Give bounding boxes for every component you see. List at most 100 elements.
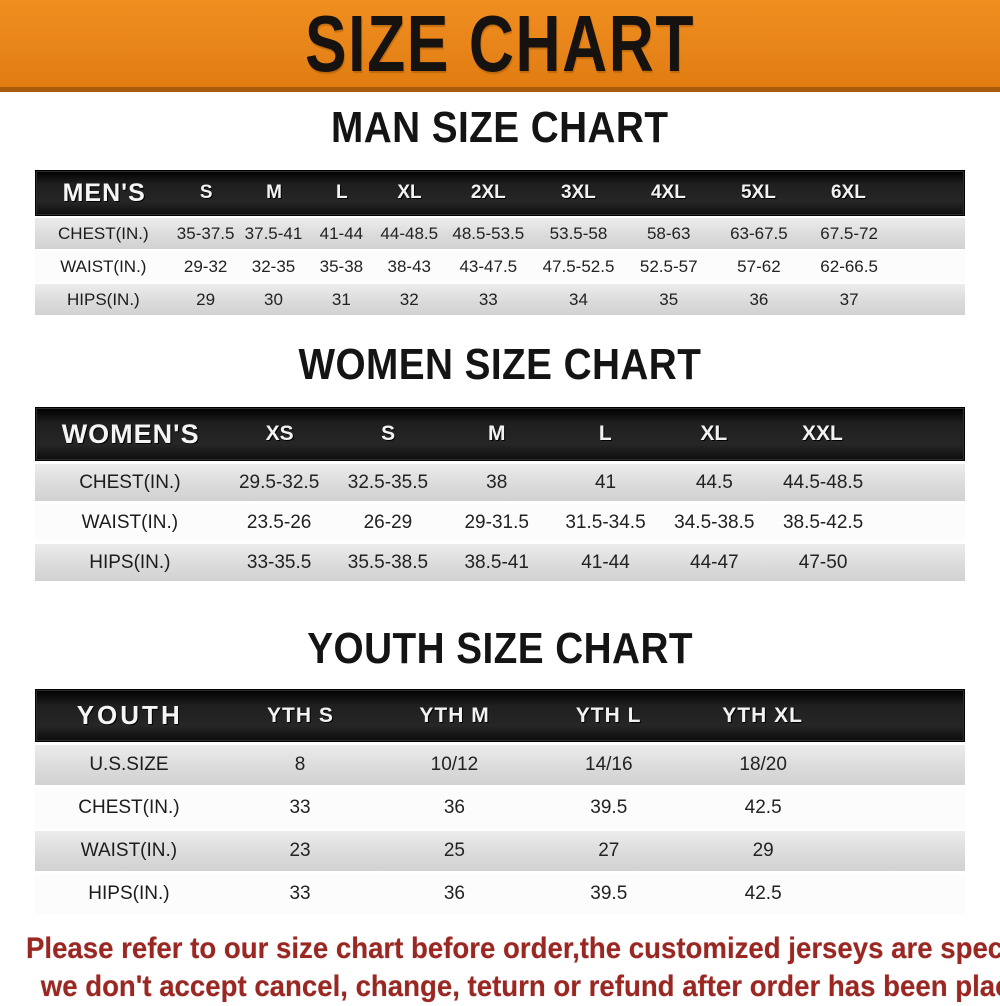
row-label: HIPS(IN.) xyxy=(88,883,170,904)
disclaimer-note: Please refer to our size chart before or… xyxy=(0,930,1000,1006)
size-cell: 36 xyxy=(749,289,769,309)
youth-section-title: YOUTH SIZE CHART xyxy=(307,624,693,673)
table-row: WAIST(IN.) 23.5-26 26-29 29-31.5 31.5-34.5 34… xyxy=(35,504,965,541)
size-cell: 37.5-41 xyxy=(244,223,303,243)
size-cell: 41-44 xyxy=(581,551,630,573)
size-cell: 29 xyxy=(196,289,216,309)
table-row: CHEST(IN.) 33 36 39.5 42.5 xyxy=(35,788,965,828)
table-header-row: YOUTH YTH S YTH M YTH L YTH XL xyxy=(35,689,965,742)
size-cell: 34.5-38.5 xyxy=(674,511,755,533)
size-chart-banner: SIZE CHART xyxy=(0,0,1000,92)
size-cell: 32 xyxy=(399,289,419,309)
table-row: U.S.SIZE 8 10/12 14/16 18/20 xyxy=(35,745,965,785)
row-label: CHEST(IN.) xyxy=(79,471,181,493)
row-label: WAIST(IN.) xyxy=(80,840,178,861)
table-row: HIPS(IN.) 33 36 39.5 42.5 xyxy=(35,874,965,914)
size-cell: 30 xyxy=(264,289,283,309)
size-cell: 35-38 xyxy=(319,256,364,276)
size-column-header: 5XL xyxy=(740,182,776,203)
man-size-chart-section: MAN SIZE CHART MEN'S S M L XL 2XL 3XL 4XL 5XL 6XL… xyxy=(0,106,1000,315)
size-column-header: YTH S xyxy=(267,703,334,727)
size-cell: 63-67.5 xyxy=(730,223,788,243)
size-cell: 32.5-35.5 xyxy=(347,471,429,493)
size-cell: 8 xyxy=(294,754,306,775)
table-row: WAIST(IN.) 29-32 32-35 35-38 38-43 43-47.5 47.… xyxy=(35,251,965,282)
row-label: CHEST(IN.) xyxy=(58,223,149,243)
size-cell: 36 xyxy=(443,797,465,818)
size-cell: 10/12 xyxy=(430,754,479,775)
size-column-header: 2XL xyxy=(470,182,506,203)
size-cell: 18/20 xyxy=(739,754,787,775)
header-corner-label: WOMEN'S xyxy=(61,418,200,449)
size-cell: 23.5-26 xyxy=(246,511,312,533)
size-cell: 57-62 xyxy=(737,256,781,276)
row-label: CHEST(IN.) xyxy=(78,797,180,818)
size-column-header: XXL xyxy=(801,422,843,445)
youth-size-chart-section: YOUTH SIZE CHART YOUTH YTH S YTH M YTH L YTH… xyxy=(0,627,1000,914)
size-column-header: YTH L xyxy=(575,703,642,727)
size-cell: 31 xyxy=(331,289,351,309)
size-cell: 39.5 xyxy=(590,797,628,818)
size-cell: 52.5-57 xyxy=(639,256,698,276)
size-cell: 23 xyxy=(289,840,311,861)
size-cell: 31.5-34.5 xyxy=(565,511,646,533)
women-section-title: WOMEN SIZE CHART xyxy=(298,340,702,389)
women-size-table: WOMEN'S XS S M L XL XXL CHEST(IN.) 29.5-32.5 32.5… xyxy=(35,407,965,581)
youth-size-table: YOUTH YTH S YTH M YTH L YTH XL U.S.SIZE 8 10/12… xyxy=(35,689,965,914)
table-header-row: WOMEN'S XS S M L XL XXL xyxy=(35,407,965,461)
row-label: WAIST(IN.) xyxy=(60,256,147,276)
size-cell: 14/16 xyxy=(585,754,633,775)
size-cell: 58-63 xyxy=(646,223,691,243)
size-cell: 38 xyxy=(486,471,508,493)
size-cell: 35-37.5 xyxy=(176,223,235,243)
row-label: HIPS(IN.) xyxy=(89,551,171,573)
size-cell: 53.5-58 xyxy=(549,223,608,243)
size-cell: 47.5-52.5 xyxy=(542,256,615,276)
size-column-header: M xyxy=(487,422,506,445)
size-column-header: S xyxy=(381,422,396,445)
size-cell: 33 xyxy=(289,797,311,818)
table-row: HIPS(IN.) 29 30 31 32 33 34 35 36 37 xyxy=(35,284,965,315)
size-column-header: XL xyxy=(700,422,728,445)
size-cell: 42.5 xyxy=(744,797,782,818)
size-cell: 34 xyxy=(569,289,588,309)
size-cell: 29-32 xyxy=(183,256,228,276)
size-cell: 38-43 xyxy=(387,256,431,276)
header-corner-label: MEN'S xyxy=(62,178,146,207)
size-cell: 35 xyxy=(659,289,679,309)
size-cell: 44.5-48.5 xyxy=(782,471,864,493)
size-cell: 37 xyxy=(839,289,859,309)
women-size-chart-section: WOMEN SIZE CHART WOMEN'S XS S M L XL XXL CHEST(… xyxy=(0,343,1000,581)
header-corner-label: YOUTH xyxy=(76,700,183,730)
size-cell: 43-47.5 xyxy=(459,256,518,276)
size-cell: 33 xyxy=(289,883,311,904)
size-cell: 29.5-32.5 xyxy=(238,471,320,493)
size-cell: 29-31.5 xyxy=(464,511,529,533)
size-cell: 27 xyxy=(598,840,620,861)
size-cell: 25 xyxy=(443,840,465,861)
table-header-row: MEN'S S M L XL 2XL 3XL 4XL 5XL 6XL xyxy=(35,170,965,216)
table-row: HIPS(IN.) 33-35.5 35.5-38.5 38.5-41 41-44 44-… xyxy=(35,544,965,581)
banner-title: SIZE CHART xyxy=(305,0,695,88)
size-column-header: 3XL xyxy=(560,182,596,203)
size-cell: 29 xyxy=(752,840,774,861)
size-cell: 36 xyxy=(443,883,465,904)
size-column-header: L xyxy=(598,422,612,445)
size-cell: 48.5-53.5 xyxy=(452,223,525,243)
size-cell: 32-35 xyxy=(251,256,296,276)
size-column-header: 6XL xyxy=(830,182,866,203)
row-label: U.S.SIZE xyxy=(89,754,169,775)
man-section-title: MAN SIZE CHART xyxy=(331,103,669,152)
size-column-header: L xyxy=(335,182,348,203)
table-row: CHEST(IN.) 35-37.5 37.5-41 41-44 44-48.5 48.5… xyxy=(35,218,965,249)
disclaimer-line-1: Please refer to our size chart before or… xyxy=(26,932,1000,965)
size-cell: 35.5-38.5 xyxy=(347,551,429,573)
row-label: WAIST(IN.) xyxy=(81,511,179,533)
size-cell: 47-50 xyxy=(798,551,848,573)
size-column-header: M xyxy=(266,182,282,203)
men-size-table: MEN'S S M L XL 2XL 3XL 4XL 5XL 6XL CHEST(IN.) 35-37… xyxy=(35,170,965,315)
table-row: CHEST(IN.) 29.5-32.5 32.5-35.5 38 41 44.5 44.5… xyxy=(35,464,965,501)
size-cell: 44-48.5 xyxy=(380,223,439,243)
size-cell: 26-29 xyxy=(363,511,413,533)
size-cell: 44-47 xyxy=(690,551,739,573)
